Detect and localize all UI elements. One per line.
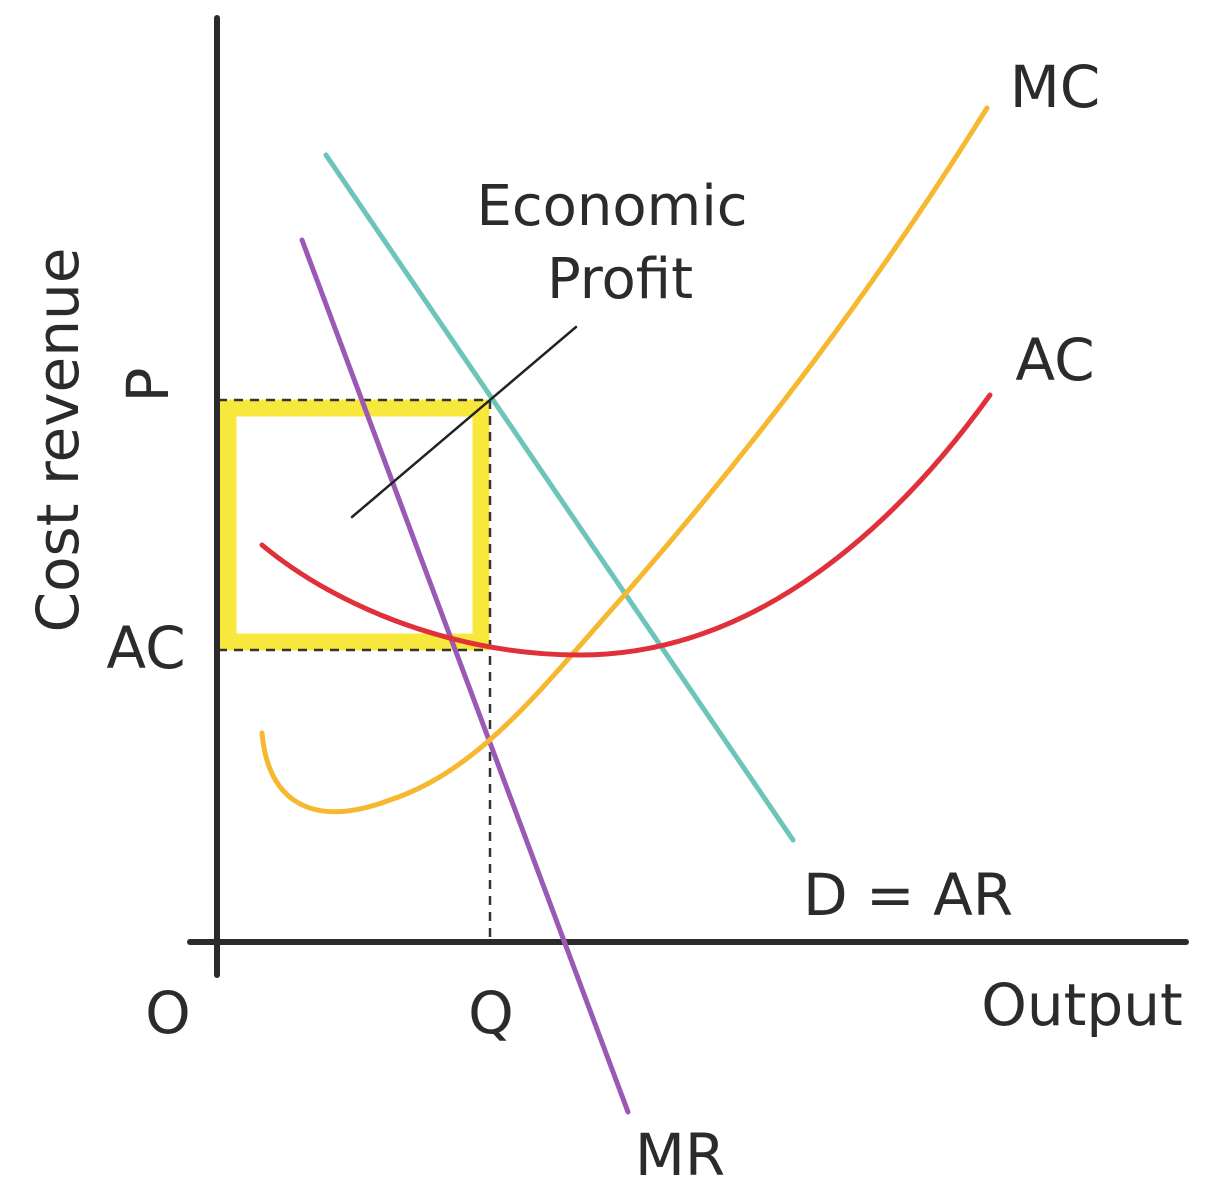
demand-ar-curve [323, 152, 796, 843]
economic-profit-label-line1: Economic [476, 174, 747, 239]
mr-curve-label: MR [635, 1121, 725, 1189]
x-axis-label: Output [981, 971, 1182, 1039]
origin-label: O [145, 979, 191, 1047]
economic-profit-label-line2: Profit [547, 247, 693, 312]
mr-curve [299, 237, 631, 1115]
mc-curve-label: MC [1010, 53, 1101, 121]
quantity-label: Q [468, 979, 514, 1047]
ac-curve-label: AC [1015, 326, 1094, 394]
ac-curve [259, 392, 993, 658]
economic-profit-box [219, 399, 490, 651]
ac-level-label: AC [106, 614, 185, 682]
y-axis-label: Cost revenue [24, 248, 92, 633]
demand-curve-label: D = AR [803, 861, 1013, 929]
price-label: P [114, 368, 182, 403]
economic-profit-leader [350, 325, 578, 519]
mc-curve [259, 105, 990, 815]
